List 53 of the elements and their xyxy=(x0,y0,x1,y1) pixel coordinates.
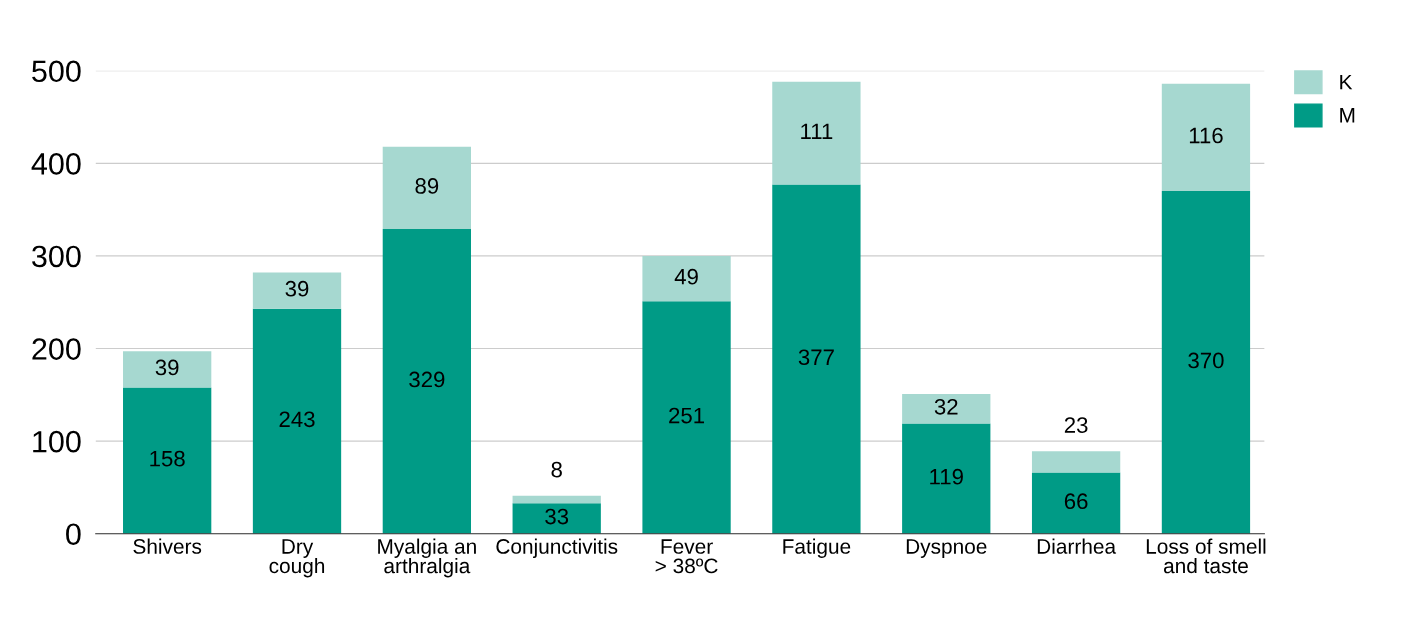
bar xyxy=(252,308,342,534)
data-label: 66 xyxy=(1064,493,1088,510)
data-label: 329 xyxy=(409,371,445,388)
data-label: 49 xyxy=(674,268,698,285)
data-label: 119 xyxy=(930,468,963,485)
x-tick-label: Dry cough xyxy=(269,539,325,578)
bar xyxy=(123,387,212,534)
legend-label: M xyxy=(1340,108,1355,123)
data-label: 33 xyxy=(545,508,569,525)
x-tick-label: Loss of smell and taste xyxy=(1146,538,1266,574)
data-label: 32 xyxy=(934,398,958,415)
bar xyxy=(772,184,861,534)
data-label: 377 xyxy=(798,349,834,366)
bar xyxy=(382,229,472,534)
data-label: 116 xyxy=(1189,127,1223,144)
x-tick-label: Fatigue xyxy=(783,538,851,558)
x-tick-label: Diarrhea xyxy=(1037,538,1117,554)
data-label: 39 xyxy=(155,359,179,376)
y-tick-label: 500 xyxy=(32,60,81,83)
x-tick-label: Shivers xyxy=(133,538,202,554)
x-tick-label: Myalgia an arthralgia xyxy=(378,538,476,578)
bar xyxy=(123,351,212,388)
bar xyxy=(252,272,342,309)
bar xyxy=(512,495,601,504)
bar xyxy=(642,255,731,302)
bar xyxy=(512,503,601,534)
x-tick-label: Fever > 38ºC xyxy=(655,539,718,574)
x-tick-label: Conjunctivitis xyxy=(496,538,618,558)
data-label: 111 xyxy=(801,123,833,139)
bar xyxy=(902,393,991,424)
data-label: 370 xyxy=(1188,352,1224,369)
bar xyxy=(1161,191,1251,534)
y-tick-label: 200 xyxy=(32,338,81,360)
data-label: 89 xyxy=(415,178,439,194)
bar xyxy=(1031,472,1121,534)
legend-label: K xyxy=(1340,74,1353,90)
y-tick-label: 300 xyxy=(32,245,81,268)
data-label: 243 xyxy=(279,411,315,428)
y-tick-label: 100 xyxy=(33,430,81,453)
bar xyxy=(1031,451,1121,473)
data-label: 251 xyxy=(669,407,705,424)
bar xyxy=(902,423,991,534)
y-tick-label: 0 xyxy=(66,523,81,546)
data-label: 23 xyxy=(1064,417,1088,433)
data-label: 8 xyxy=(551,461,562,478)
data-label: 158 xyxy=(150,450,185,467)
bar xyxy=(642,301,731,534)
x-tick-label: Dyspnoe xyxy=(906,539,987,558)
bar xyxy=(1161,83,1251,192)
bar xyxy=(382,146,472,230)
bar xyxy=(772,81,861,185)
y-tick-label: 400 xyxy=(31,153,81,175)
data-label: 39 xyxy=(285,280,309,297)
